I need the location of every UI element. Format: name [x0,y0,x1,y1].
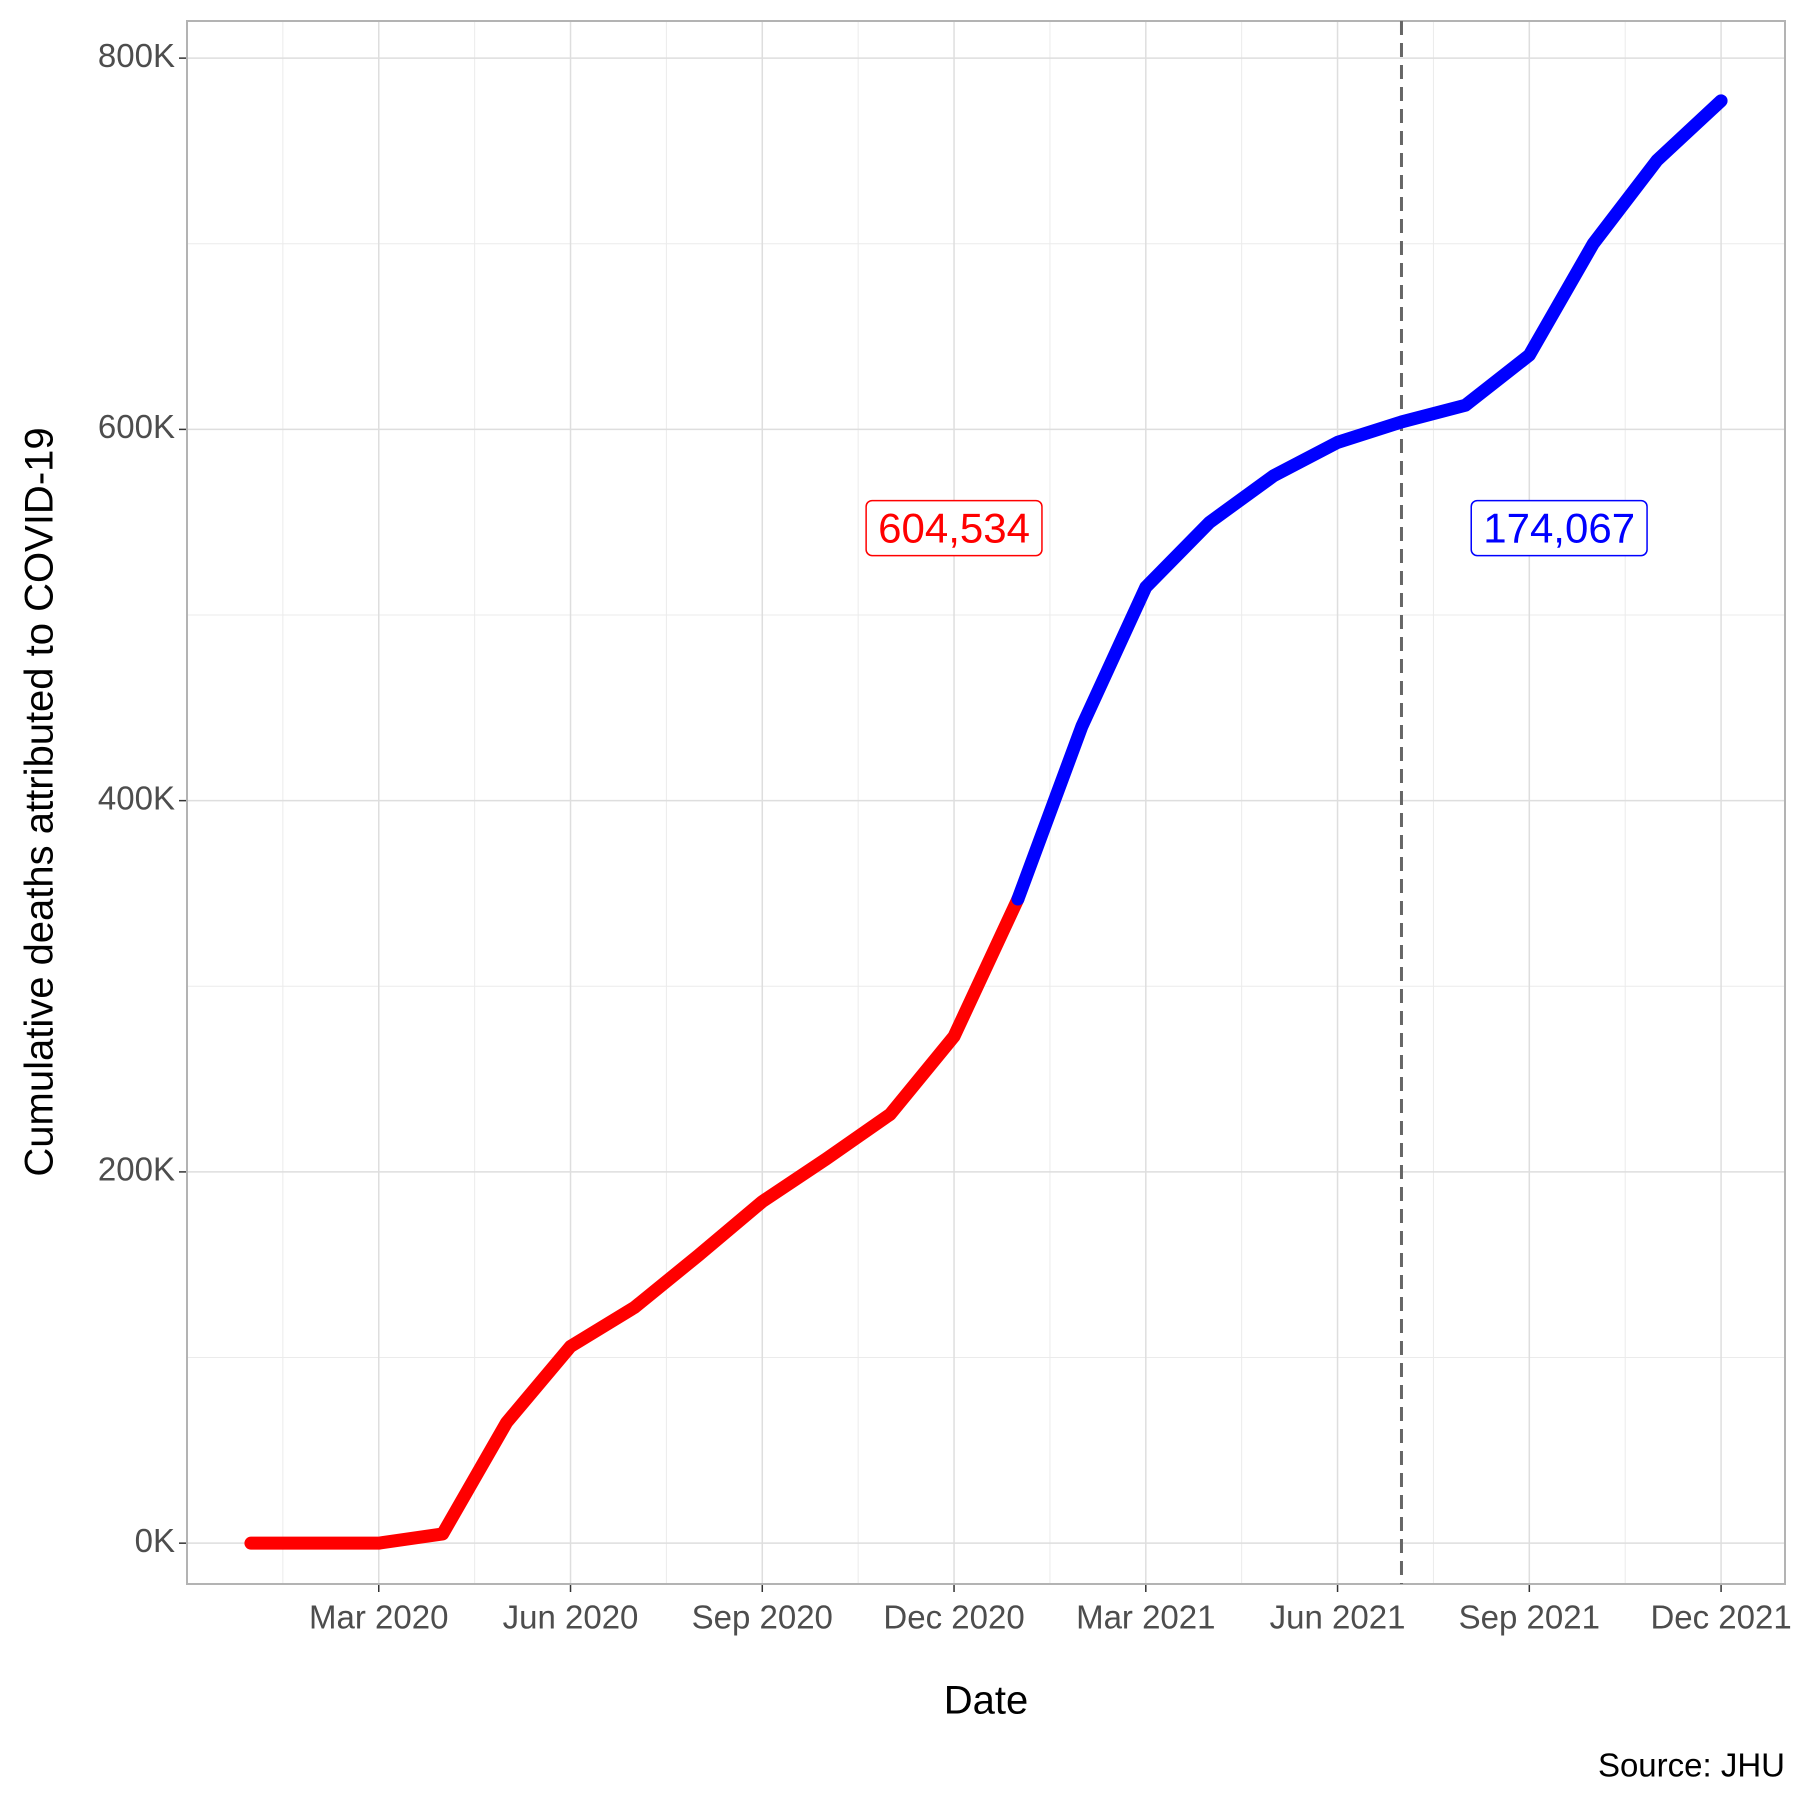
y-axis-title: Cumulative deaths attributed to COVID-19 [18,427,62,1176]
x-tick-label: Jun 2021 [1270,1599,1406,1636]
x-tick-label: Sep 2020 [692,1599,833,1636]
y-tick-label: 0K [135,1522,175,1559]
y-tick-label: 200K [98,1151,175,1188]
series-line [1011,94,1728,906]
series-line [244,892,1025,1550]
caption: Source: JHU [1598,1747,1785,1784]
y-tick-label: 800K [98,37,175,74]
x-tick-label: Mar 2021 [1076,1599,1215,1636]
y-tick-label: 400K [98,779,175,816]
x-tick-label: Dec 2020 [883,1599,1024,1636]
x-tick-label: Dec 2021 [1650,1599,1791,1636]
x-axis-title: Date [944,1679,1029,1723]
annotation-label: 604,534 [878,505,1030,552]
x-tick-label: Mar 2020 [309,1599,448,1636]
annotation-box [865,499,1043,557]
annotation-box [1470,499,1648,557]
x-tick-label: Jun 2020 [503,1599,639,1636]
annotation-label: 174,067 [1483,505,1635,552]
plot-border [186,20,1786,1585]
x-tick-label: Sep 2021 [1459,1599,1600,1636]
y-tick-label: 600K [98,408,175,445]
